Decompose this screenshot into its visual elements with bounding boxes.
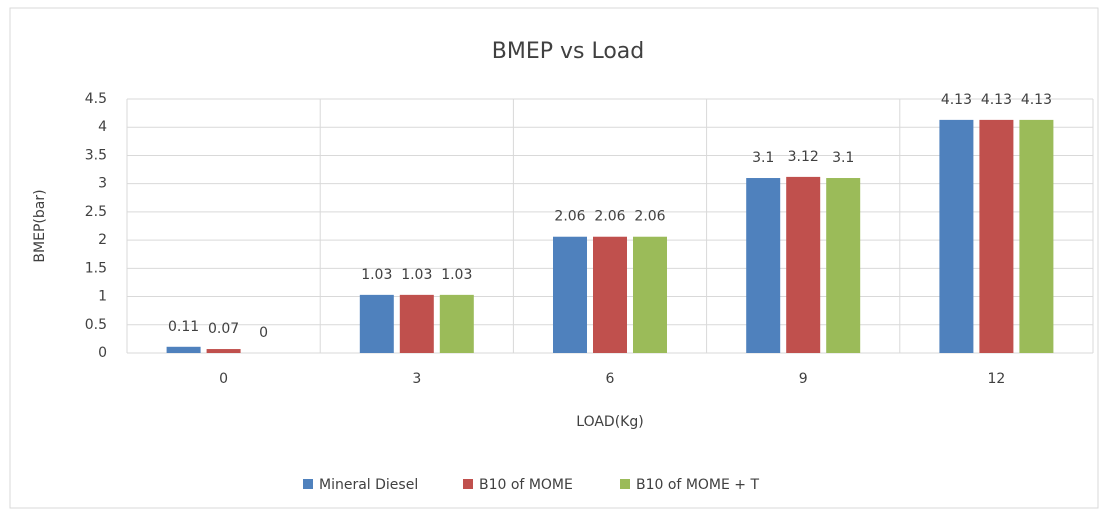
x-axis-label: LOAD(Kg) — [576, 414, 643, 430]
data-label: 2.06 — [634, 209, 665, 225]
bar — [439, 294, 474, 353]
x-tick-label: 6 — [606, 371, 615, 387]
y-tick-label: 3.5 — [85, 147, 107, 163]
data-label: 1.03 — [441, 267, 472, 283]
bar — [786, 176, 821, 353]
data-label: 2.06 — [594, 209, 625, 225]
data-label: 1.03 — [401, 267, 432, 283]
bar — [1019, 119, 1054, 353]
data-label: 1.03 — [361, 267, 392, 283]
bar — [399, 294, 434, 353]
legend-swatch — [463, 479, 473, 489]
y-tick-label: 4.5 — [85, 91, 107, 107]
bar — [979, 119, 1014, 353]
chart-title: BMEP vs Load — [492, 39, 645, 64]
y-axis-label: BMEP(bar) — [32, 189, 48, 262]
data-label: 0.07 — [208, 321, 239, 337]
data-label: 4.13 — [941, 92, 972, 108]
legend-label: Mineral Diesel — [319, 477, 418, 493]
legend-swatch — [620, 479, 630, 489]
x-tick-label: 12 — [987, 371, 1005, 387]
data-label: 4.13 — [1021, 92, 1052, 108]
x-tick-label: 9 — [799, 371, 808, 387]
bar — [359, 294, 394, 353]
x-tick-label: 3 — [412, 371, 421, 387]
data-label: 2.06 — [554, 209, 585, 225]
bar — [633, 236, 667, 353]
x-tick-label: 0 — [219, 371, 228, 387]
y-tick-label: 1 — [98, 289, 107, 305]
bar — [553, 236, 587, 353]
data-label: 0.11 — [168, 319, 199, 335]
bar — [826, 178, 861, 353]
bar — [166, 346, 201, 353]
y-tick-label: 2.5 — [85, 204, 107, 220]
bar — [206, 349, 241, 353]
bar — [746, 178, 781, 353]
data-label: 3.1 — [752, 150, 774, 166]
data-label: 4.13 — [981, 92, 1012, 108]
y-tick-label: 3 — [98, 176, 107, 192]
bar — [939, 119, 974, 353]
data-label: 0 — [259, 325, 268, 341]
legend-label: B10 of MOME + T — [636, 477, 759, 493]
data-label: 3.1 — [832, 150, 854, 166]
y-tick-label: 4 — [98, 119, 107, 135]
legend-label: B10 of MOME — [479, 477, 573, 493]
data-label: 3.12 — [788, 149, 819, 165]
y-tick-label: 1.5 — [85, 260, 107, 276]
legend-swatch — [303, 479, 313, 489]
bar — [593, 236, 627, 353]
y-tick-label: 2 — [98, 232, 107, 248]
y-tick-label: 0 — [98, 345, 107, 361]
y-tick-label: 0.5 — [85, 317, 107, 333]
